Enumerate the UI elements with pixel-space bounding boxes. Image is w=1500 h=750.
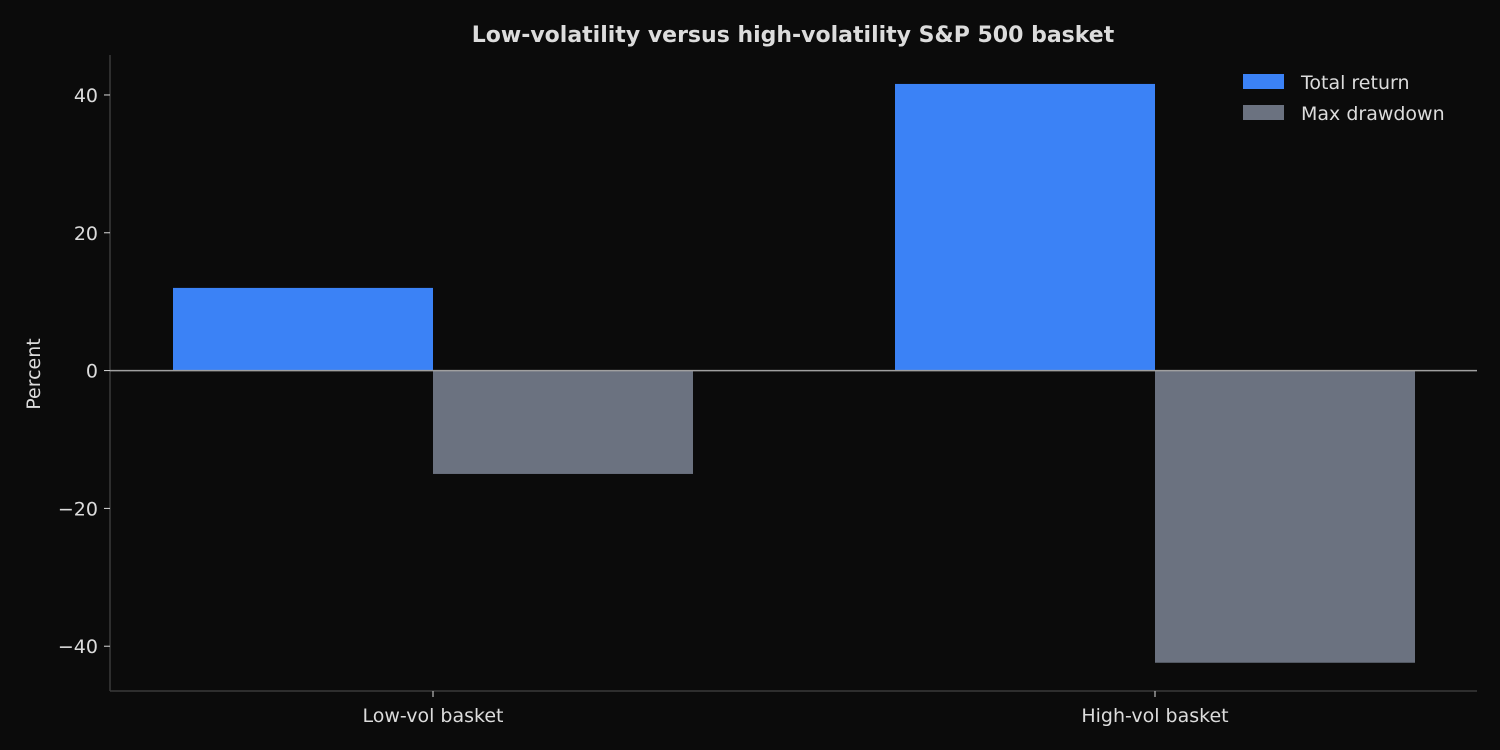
bar bbox=[895, 83, 1155, 371]
plot-area: −40 −20 0 20 40 Low-vol basket High-vol basket bbox=[58, 55, 1477, 727]
legend-swatch bbox=[1243, 105, 1284, 120]
y-tick-label: −20 bbox=[58, 498, 98, 520]
x-tick-label: High-vol basket bbox=[1081, 705, 1228, 727]
x-tick-label: Low-vol basket bbox=[362, 705, 503, 727]
y-tick-label: 0 bbox=[86, 361, 98, 383]
legend-swatch bbox=[1243, 74, 1284, 89]
bar bbox=[173, 287, 433, 371]
legend-label: Total return bbox=[1300, 72, 1410, 94]
bar bbox=[1155, 370, 1415, 663]
bar bbox=[433, 370, 693, 474]
chart-title: Low-volatility versus high-volatility S&… bbox=[472, 23, 1115, 48]
y-tick-label: −40 bbox=[58, 636, 98, 658]
legend-label: Max drawdown bbox=[1301, 103, 1445, 125]
y-tick-label: 20 bbox=[74, 223, 98, 245]
y-tick-label: 40 bbox=[74, 85, 98, 107]
y-axis-label: Percent bbox=[23, 338, 45, 410]
legend: Total return Max drawdown bbox=[1243, 72, 1445, 125]
